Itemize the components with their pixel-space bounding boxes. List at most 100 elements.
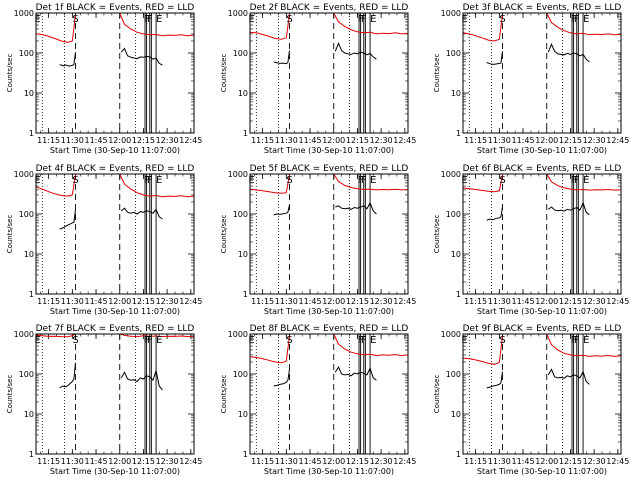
interval-marker-label: F [571,335,577,346]
panel-det4f: Det 4f BLACK = Events, RED = LLD Counts/s… [6,164,202,316]
x-tick-label: 12:30 [583,136,606,145]
interval-marker-label: F [574,14,580,25]
x-tick-label: 12:00 [535,457,558,466]
interval-marker-label: E [461,14,467,25]
y-tick-label: 1000 [14,330,34,339]
y-axis-label: Counts/sec [6,54,14,93]
panel-title: Det 5f BLACK = Events, RED = LLD [250,164,409,174]
y-axis-label: Counts/sec [433,54,441,93]
x-tick-label: 12:45 [179,136,202,145]
x-axis-label: Start Time (30-Sep-10 11:07:00) [264,467,394,476]
series-lld-line [119,12,195,37]
series-events-line [59,362,76,389]
series-events-line [120,368,163,391]
y-tick-label: 10 [238,410,248,419]
plot-frame [35,12,195,134]
x-tick-label: 12:15 [559,297,582,306]
interval-marker-label: S [72,335,78,346]
panel-title: Det 8f BLACK = Events, RED = LLD [250,324,409,334]
y-axis-label: Counts/sec [433,375,441,414]
interval-marker-label: S [499,335,505,346]
interval-marker-label: F [358,14,364,25]
y-tick-label: 1 [29,450,34,459]
x-tick-label: 12:15 [132,457,155,466]
y-tick-label: 1 [243,129,248,138]
panel-title: Det 1f BLACK = Events, RED = LLD [36,3,195,13]
y-tick-label: 10 [24,250,34,259]
x-axis-label: Start Time (30-Sep-10 11:07:00) [264,146,394,155]
series-events-line [486,51,503,65]
plot-frame [462,333,622,455]
y-tick-label: 1 [456,290,461,299]
x-tick-label: 12:00 [535,297,558,306]
y-tick-label: 1000 [441,330,461,339]
y-axis-label: Counts/sec [220,54,228,93]
series-lld-line [333,333,409,357]
series-events-line [334,41,377,60]
x-tick-label: 11:15 [251,457,274,466]
y-tick-label: 10 [24,89,34,98]
y-tick-label: 100 [446,49,461,58]
x-tick-label: 11:45 [85,136,108,145]
interval-marker-label: E [583,14,589,25]
interval-marker-label: E [370,14,376,25]
x-axis-label: Start Time (30-Sep-10 11:07:00) [477,467,607,476]
x-tick-label: 12:15 [132,136,155,145]
x-axis-label: Start Time (30-Sep-10 11:07:00) [50,146,180,155]
series-lld-line [546,173,622,191]
x-tick-label: 11:45 [85,457,108,466]
x-tick-label: 12:00 [322,297,345,306]
interval-marker-label: F [147,335,153,346]
series-events-line [120,207,163,220]
x-tick-label: 11:15 [251,136,274,145]
x-tick-label: 12:15 [346,457,369,466]
x-tick-label: 12:30 [156,457,179,466]
y-tick-label: 1 [29,129,34,138]
y-axis-label: Counts/sec [220,375,228,414]
y-tick-label: 1 [243,290,248,299]
plot-frame [249,12,409,134]
y-axis-label: Counts/sec [433,215,441,254]
series-lld-line [119,333,195,338]
interval-marker-label: E [156,335,162,346]
x-tick-label: 11:15 [37,297,60,306]
y-tick-label: 1 [243,450,248,459]
series-lld-line [462,14,503,42]
y-axis-label: Counts/sec [220,215,228,254]
x-axis-label: Start Time (30-Sep-10 11:07:00) [264,307,394,316]
x-tick-label: 11:45 [512,457,535,466]
y-axis-label: Counts/sec [6,215,14,254]
plot-frame [35,333,195,455]
x-tick-label: 11:15 [37,136,60,145]
x-tick-label: 11:15 [251,297,274,306]
series-events-line [120,47,163,66]
x-tick-label: 11:30 [275,136,298,145]
series-lld-line [333,12,409,35]
y-axis-label: Counts/sec [6,375,14,414]
series-lld-line [35,14,76,43]
y-tick-label: 1000 [441,9,461,18]
panel-title: Det 6f BLACK = Events, RED = LLD [463,164,622,174]
series-lld-line [249,174,290,194]
x-tick-label: 11:30 [488,457,511,466]
panel-det2f: Det 2f BLACK = Events, RED = LLD Counts/s… [220,3,416,155]
series-events-line [273,50,290,65]
series-lld-line [462,336,503,365]
interval-marker-label: S [286,335,292,346]
plot-frame [35,173,195,295]
x-tick-label: 11:45 [299,136,322,145]
y-tick-label: 10 [24,410,34,419]
x-tick-label: 12:45 [606,136,629,145]
panel-title: Det 3f BLACK = Events, RED = LLD [463,3,622,13]
y-tick-label: 10 [238,250,248,259]
x-tick-label: 11:30 [488,136,511,145]
interval-marker-label: E [370,335,376,346]
x-tick-label: 11:45 [299,297,322,306]
x-tick-label: 12:00 [108,136,131,145]
plot-frame [249,173,409,295]
series-lld-line [546,333,622,357]
series-events-line [273,204,290,216]
panel-det8f: Det 8f BLACK = Events, RED = LLD Counts/s… [220,324,416,476]
series-events-line [334,365,377,381]
